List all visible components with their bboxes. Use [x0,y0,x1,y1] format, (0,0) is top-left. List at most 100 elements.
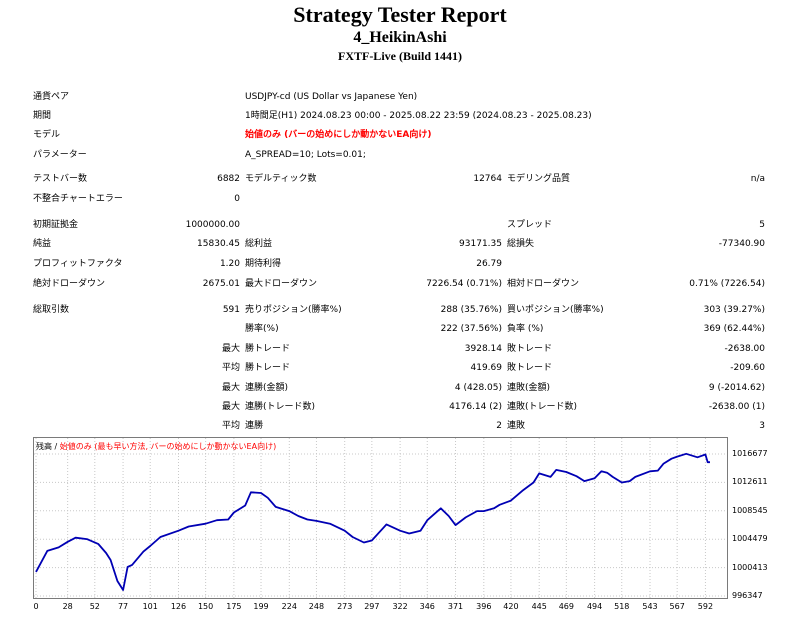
x-tick-label: 150 [197,602,214,611]
gross-profit-label: 総利益 [245,239,273,249]
deposit-label: 初期証拠金 [33,220,79,230]
relative-drawdown-label: 相対ドローダウン [507,279,580,289]
total-trades-value: 591 [222,305,240,315]
chart-legend: 残高 / 始値のみ (最も早い方法, バーの始めにしか動かないEA向け) [36,441,276,452]
absolute-drawdown-label: 絶対ドローダウン [33,279,106,289]
consecutive-losses-trades-value: -2638.00 (1) [708,402,765,412]
x-tick-label: 297 [364,602,380,611]
legend-separator: / [54,442,58,451]
average-consecutive-losses-value: 3 [759,421,765,431]
x-tick-label: 101 [142,602,158,611]
x-tick-label: 543 [642,602,658,611]
x-tick-label: 346 [419,602,435,611]
loss-rate-value: 369 (62.44%) [703,324,765,334]
total-trades-label: 総取引数 [33,305,70,315]
average-loss-value: -209.60 [730,363,765,373]
x-tick-label: 175 [226,602,242,611]
average-consecutive-wins-value: 2 [496,421,502,431]
consecutive-wins-trades-value: 4176.14 (2) [449,402,502,412]
expected-payoff-label: 期待利得 [245,259,282,269]
deposit-value: 1000000.00 [185,220,240,230]
long-positions-label: 買いポジション(勝率%) [507,305,604,315]
absolute-drawdown-value: 2675.01 [202,279,240,289]
short-positions-value: 288 (35.76%) [440,305,502,315]
report-title: Strategy Tester Report [293,2,507,27]
average-consecutive-losses-label: 連敗 [507,421,526,431]
model-label: モデル [33,130,61,140]
win-rate-value: 222 (37.56%) [440,324,502,334]
average-consecutive-wins-label: 連勝 [245,421,264,431]
x-tick-label: 445 [531,602,547,611]
x-tick-label: 0 [33,602,39,611]
x-tick-label: 199 [253,602,269,611]
spread-label: スプレッド [507,220,553,230]
x-tick-label: 126 [170,602,187,611]
net-profit-label: 純益 [33,239,52,249]
bars-label: テストバー数 [33,174,88,184]
bars-value: 6882 [217,174,240,184]
expert-name: 4_HeikinAshi [353,29,447,46]
y-tick-label: 1016677 [732,449,768,458]
long-positions-value: 303 (39.27%) [703,305,765,315]
symbol-value: USDJPY-cd (US Dollar vs Japanese Yen) [245,92,418,102]
spread-value: 5 [759,220,765,230]
ticks-value: 12764 [473,174,502,184]
profit-factor-value: 1.20 [219,259,240,269]
server-build: FXTF-Live (Build 1441) [337,49,462,63]
average-word: 平均 [221,363,240,373]
consecutive-losses-amount-label: 連敗(金額) [507,383,551,393]
consecutive-wins-trades-label: 連勝(トレード数) [245,402,316,412]
period-label: 期間 [33,111,52,121]
largest-win-value: 3928.14 [464,344,502,354]
relative-drawdown-value: 0.71% (7226.54) [689,279,765,289]
x-tick-label: 322 [392,602,408,611]
gross-profit-value: 93171.35 [459,239,502,249]
legend-model: 始値のみ (最も早い方法, バーの始めにしか動かないEA向け) [59,442,277,451]
legend-balance: 残高 [36,442,52,451]
ticks-label: モデルティック数 [245,174,317,184]
average-win-label: 勝トレード [245,363,291,373]
x-tick-label: 273 [337,602,353,611]
balance-chart [33,437,728,599]
average-loss-label: 敗トレード [507,363,553,373]
expected-payoff-value: 26.79 [476,259,502,269]
x-tick-label: 224 [281,602,297,611]
y-tick-label: 1012611 [732,477,768,487]
max-word-2: 最大 [221,383,240,393]
largest-loss-value: -2638.00 [724,344,765,354]
x-tick-label: 371 [447,602,464,611]
params-value: A_SPREAD=10; Lots=0.01; [245,150,366,160]
x-tick-label: 77 [117,602,129,611]
y-tick-label: 996347 [732,591,763,600]
gross-loss-value: -77340.90 [718,239,765,249]
average-word-2: 平均 [221,421,240,431]
x-tick-label: 396 [476,602,492,611]
largest-word: 最大 [221,344,240,354]
x-tick-label: 52 [89,602,100,611]
net-profit-value: 15830.45 [197,239,240,249]
quality-label: モデリング品質 [507,174,571,184]
consecutive-losses-trades-label: 連敗(トレード数) [507,402,578,412]
y-tick-label: 1004479 [732,534,768,544]
profit-factor-label: プロフィットファクタ [33,259,123,269]
x-tick-label: 494 [586,602,603,611]
y-tick-label: 1008545 [732,505,768,515]
mismatch-label: 不整合チャートエラー [33,194,123,204]
largest-win-label: 勝トレード [245,344,291,354]
x-tick-label: 469 [558,602,574,611]
x-tick-label: 518 [614,602,630,611]
consecutive-losses-amount-value: 9 (-2014.62) [708,383,765,393]
period-value: 1時間足(H1) 2024.08.23 00:00 - 2025.08.22 2… [245,111,592,121]
largest-loss-label: 敗トレード [507,344,553,354]
params-label: パラメーター [33,150,87,160]
consecutive-wins-amount-label: 連勝(金額) [245,383,289,393]
gross-loss-label: 総損失 [507,239,535,249]
x-tick-label: 248 [308,602,325,611]
loss-rate-label: 負率 (%) [507,324,544,334]
average-win-value: 419.69 [470,363,503,373]
mismatch-value: 0 [234,194,240,204]
x-tick-label: 592 [697,602,714,611]
y-tick-label: 1000413 [732,562,768,572]
balance-chart-svg [34,438,727,598]
balance-line [35,452,710,591]
